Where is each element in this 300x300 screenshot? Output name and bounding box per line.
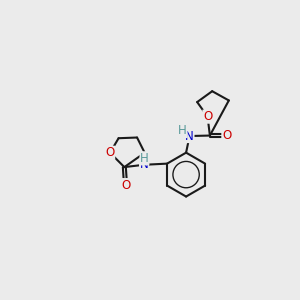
Text: O: O — [203, 110, 212, 123]
Text: N: N — [185, 130, 194, 142]
Text: H: H — [140, 152, 149, 165]
Text: O: O — [121, 178, 130, 192]
Text: N: N — [140, 158, 148, 171]
Text: H: H — [178, 124, 187, 137]
Text: O: O — [105, 146, 115, 159]
Text: O: O — [222, 129, 231, 142]
